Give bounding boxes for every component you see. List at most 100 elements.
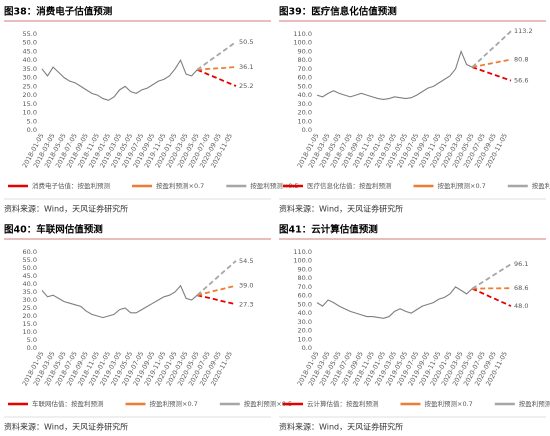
source-note: 资料来源：Wind，天风证券研究所 (279, 204, 403, 214)
source-note: 资料来源：Wind，天风证券研究所 (4, 204, 128, 214)
y-tick-label: 45.0 (23, 47, 37, 55)
source-note: 资料来源：Wind，天风证券研究所 (279, 422, 403, 432)
chart-panel: 图41：云计算估值预测 0.010.020.030.040.050.060.070… (279, 224, 550, 432)
legend-label: 医疗信息化估值：按盈利预测 (307, 181, 392, 190)
y-tick-label: 90.0 (298, 47, 312, 55)
legend-label: 按盈利预测×0.5 (532, 181, 550, 190)
history-line (316, 286, 473, 319)
y-tick-label: 80.0 (298, 274, 312, 282)
y-tick-label: 0.0 (302, 344, 312, 352)
y-tick-label: 50.0 (298, 82, 312, 90)
legend-label: 车联网估值：按盈利预测 (32, 399, 104, 408)
y-tick-label: 60.0 (298, 74, 312, 82)
panel-title: 图38：消费电子估值预测 (4, 6, 113, 18)
y-tick-label: 90.0 (298, 265, 312, 273)
y-tick-label: 40.0 (23, 56, 37, 64)
legend-label: 按盈利预测×0.7 (150, 399, 198, 408)
y-tick-label: 100.0 (293, 257, 312, 265)
y-tick-label: 70.0 (298, 283, 312, 291)
y-tick-label: 30.0 (23, 296, 37, 304)
y-tick-label: 80.0 (298, 56, 312, 64)
legend-label: 按盈利预测×0.5 (519, 399, 550, 408)
y-tick-label: 25.0 (23, 304, 37, 312)
y-tick-label: 0.0 (27, 344, 37, 352)
value-label: 80.8 (514, 55, 528, 63)
y-tick-label: 60.0 (23, 248, 37, 256)
y-tick-label: 30.0 (23, 74, 37, 82)
chart-panel: 图38：消费电子估值预测 0.05.010.015.020.025.030.035… (4, 6, 299, 214)
y-tick-label: 110.0 (293, 248, 312, 256)
y-tick-label: 55.0 (23, 30, 37, 38)
value-label: 36.1 (239, 63, 253, 71)
legend-label: 按盈利预测×0.7 (156, 181, 204, 190)
y-tick-label: 0.0 (302, 126, 312, 134)
projection-line (196, 260, 237, 296)
y-tick-label: 15.0 (23, 100, 37, 108)
value-label: 27.3 (239, 300, 253, 308)
legend-label: 按盈利预测×0.5 (244, 399, 292, 408)
y-tick-label: 45.0 (23, 272, 37, 280)
projection-line (471, 263, 512, 290)
panel-title: 图40：车联网估值预测 (4, 224, 103, 236)
y-tick-label: 50.0 (298, 300, 312, 308)
legend-label: 按盈利预测×0.5 (250, 181, 298, 190)
projection-line (471, 287, 512, 307)
y-tick-label: 55.0 (23, 256, 37, 264)
projection-line (471, 30, 512, 68)
y-tick-label: 10.0 (298, 335, 312, 343)
y-tick-label: 0.0 (27, 126, 37, 134)
y-tick-label: 50.0 (23, 39, 37, 47)
projection-line (196, 41, 237, 71)
y-tick-label: 5.0 (27, 336, 37, 344)
y-tick-label: 35.0 (23, 65, 37, 73)
history-line (41, 58, 198, 101)
y-tick-label: 50.0 (23, 264, 37, 272)
y-tick-label: 15.0 (23, 320, 37, 328)
projection-line (472, 287, 512, 290)
y-tick-label: 5.0 (27, 117, 37, 125)
value-label: 56.6 (514, 77, 528, 85)
y-tick-label: 30.0 (298, 318, 312, 326)
projection-line (472, 58, 512, 69)
y-tick-label: 110.0 (293, 30, 312, 38)
legend-label: 按盈利预测×0.7 (438, 181, 486, 190)
y-tick-label: 60.0 (298, 292, 312, 300)
projection-line (196, 284, 237, 297)
y-tick-label: 30.0 (298, 100, 312, 108)
legend-label: 按盈利预测×0.7 (425, 399, 473, 408)
source-note: 资料来源：Wind，天风证券研究所 (4, 422, 128, 432)
projection-line (471, 66, 512, 82)
chart-panel: 图40：车联网估值预测 0.05.010.015.020.025.030.035.… (4, 224, 292, 432)
value-label: 113.2 (514, 27, 533, 35)
panel-title: 图41：云计算估值预测 (279, 224, 378, 236)
y-tick-label: 40.0 (298, 91, 312, 99)
legend-label: 消费电子估值：按盈利预测 (32, 181, 111, 190)
y-tick-label: 20.0 (298, 109, 312, 117)
y-tick-label: 40.0 (23, 280, 37, 288)
value-label: 50.5 (239, 38, 253, 46)
y-tick-label: 20.0 (298, 327, 312, 335)
y-tick-label: 100.0 (293, 39, 312, 47)
y-tick-label: 20.0 (23, 312, 37, 320)
y-tick-label: 35.0 (23, 288, 37, 296)
value-label: 25.2 (239, 82, 253, 90)
value-label: 39.0 (239, 282, 253, 290)
y-tick-label: 10.0 (23, 109, 37, 117)
value-label: 48.0 (514, 302, 528, 310)
y-tick-label: 20.0 (23, 91, 37, 99)
chart-panel: 图39：医疗信息化估值预测 0.010.020.030.040.050.060.0… (279, 6, 550, 214)
projection-line (196, 68, 237, 87)
legend-label: 云计算估值：按盈利预测 (307, 399, 379, 408)
history-line (41, 284, 198, 319)
value-label: 54.5 (239, 257, 253, 265)
projection-line (197, 66, 237, 71)
y-tick-label: 70.0 (298, 65, 312, 73)
value-label: 68.6 (514, 284, 528, 292)
panel-title: 图39：医疗信息化估值预测 (279, 6, 397, 18)
history-line (316, 49, 473, 101)
y-tick-label: 40.0 (298, 309, 312, 317)
y-tick-label: 10.0 (298, 117, 312, 125)
projection-line (196, 294, 237, 306)
